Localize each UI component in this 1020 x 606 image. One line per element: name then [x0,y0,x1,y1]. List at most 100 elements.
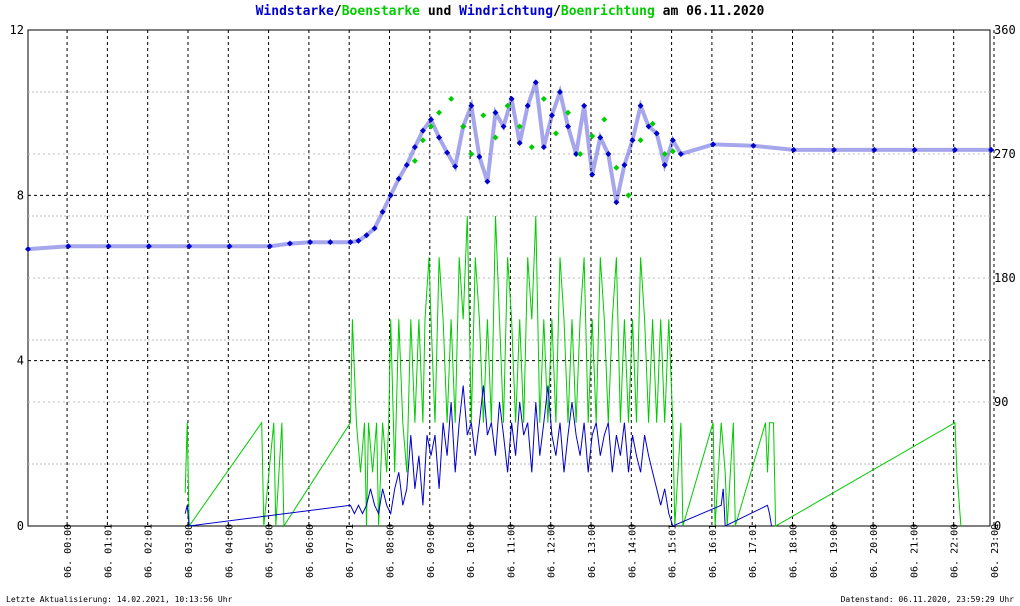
gust_direction-point [480,112,487,119]
wind_direction-point [645,123,652,130]
x-tick-label: 06. 17:01 [748,524,759,578]
x-tick-label: 06. 16:01 [708,524,719,578]
wind_direction-point [951,146,958,153]
x-tick-label: 06. 11:00 [506,524,517,578]
wind-direction-trail [27,81,992,252]
wind_direction-point [444,149,451,156]
wind_direction-point [395,175,402,182]
wind_direction-point [871,146,878,153]
gust_direction-point [565,109,572,116]
y-right-tick-label: 360 [994,23,1016,37]
wind_direction-point [500,123,507,130]
wind_direction-point [403,162,410,169]
wind_direction-point [653,130,660,137]
wind_direction-point [25,246,31,253]
wind_direction-point [428,116,434,123]
wind_direction-point [661,162,668,169]
wind_direction-point [411,144,418,151]
gust_direction-point [528,144,535,151]
wind_direction-point [573,151,580,157]
wind_direction-point [105,243,112,250]
title-windrichtung: Windrichtung [459,4,554,19]
title-boenstarke: Boenstarke [341,4,420,19]
wind_direction-point [629,137,636,144]
chart-title: Windstarke/Boenstarke und Windrichtung/B… [0,4,1020,19]
x-tick-label: 06. 10:00 [466,524,477,578]
wind_direction-point [286,240,293,247]
wind_direction-point [677,151,684,157]
y-right-tick-label: 180 [994,271,1016,285]
gust_direction-point [436,109,443,116]
wind_direction-point [669,137,676,144]
x-tick-label: 06. 06:00 [305,524,316,578]
title-sep1: / [333,4,342,19]
gust_direction-point [589,133,596,140]
gust_direction-point [468,151,475,157]
wind_direction-point [524,102,531,109]
wind_direction-point [540,144,547,151]
gust_direction-point [419,137,426,144]
gust_direction-point [649,120,656,127]
y-right-tick-label: 0 [994,519,1001,533]
wind_direction-point [484,178,491,185]
x-tick-label: 06. 13:00 [587,524,598,578]
wind_direction-point [363,232,370,239]
wind_direction-point [508,95,515,102]
title-boenrichtung: Boenrichtung [560,4,655,19]
x-tick-label: 06. 05:00 [265,524,276,578]
title-sep2: / [553,4,561,19]
gust_direction-point [516,123,523,130]
footer-last-update: Letzte Aktualisierung: 14.02.2021, 10:13… [6,595,233,604]
gust_direction-point [448,95,455,102]
x-tick-label: 06. 15:01 [668,524,679,578]
x-tick-label: 06. 01:01 [103,524,114,578]
wind_direction-point [327,239,334,246]
x-tick-label: 06. 02:01 [144,524,155,578]
gust_direction-point [577,151,584,157]
wind_direction-point [581,102,588,109]
gust_speed-line [184,215,962,528]
x-tick-label: 06. 22:00 [950,524,961,578]
x-tick-label: 06. 21:00 [909,524,920,578]
wind_direction-point [355,237,362,244]
wind_direction-point [710,141,717,148]
y-left-tick-label: 8 [17,188,24,202]
wind_direction-point [347,239,354,246]
gust_direction-point [552,130,559,137]
wind_direction-point [548,112,555,119]
wind_direction-point [387,192,394,199]
wind_direction-point [637,102,644,109]
x-tick-label: 06. 07:01 [345,524,356,578]
gust_direction-point [661,151,668,157]
wind_direction-point [468,102,475,109]
x-tick-label: 06. 03:00 [184,524,195,578]
gust_direction-point [492,134,499,141]
gust_direction-point [625,192,632,199]
wind_direction-point [145,243,152,250]
wind_direction-point [65,243,72,250]
wind_direction-point [379,208,386,215]
wind_direction-point [613,199,620,206]
y-right-tick-label: 90 [994,395,1008,409]
gust_direction-point [540,95,547,102]
gust_direction-point [613,164,620,171]
x-tick-label: 06. 23:00 [990,524,1001,578]
wind_direction-point [597,134,604,141]
wind_speed-line [184,385,772,527]
x-tick-label: 06. 18:00 [788,524,799,578]
title-date: am 06.11.2020 [654,4,765,19]
gust_direction-point [637,137,644,144]
footer-data-status: Datenstand: 06.11.2020, 23:59:29 Uhr [840,595,1014,604]
y-right-tick-label: 270 [994,147,1016,161]
wind_direction-point [750,142,757,149]
y-left-tick-label: 12 [10,23,24,37]
wind_direction-point [492,109,499,116]
gust_direction-point [428,123,434,130]
x-tick-label: 06. 00:00 [63,524,74,578]
wind_direction-point [621,162,628,169]
wind_direction-point [516,139,523,146]
wind_direction-point [565,123,572,130]
wind_direction-point [452,163,459,170]
